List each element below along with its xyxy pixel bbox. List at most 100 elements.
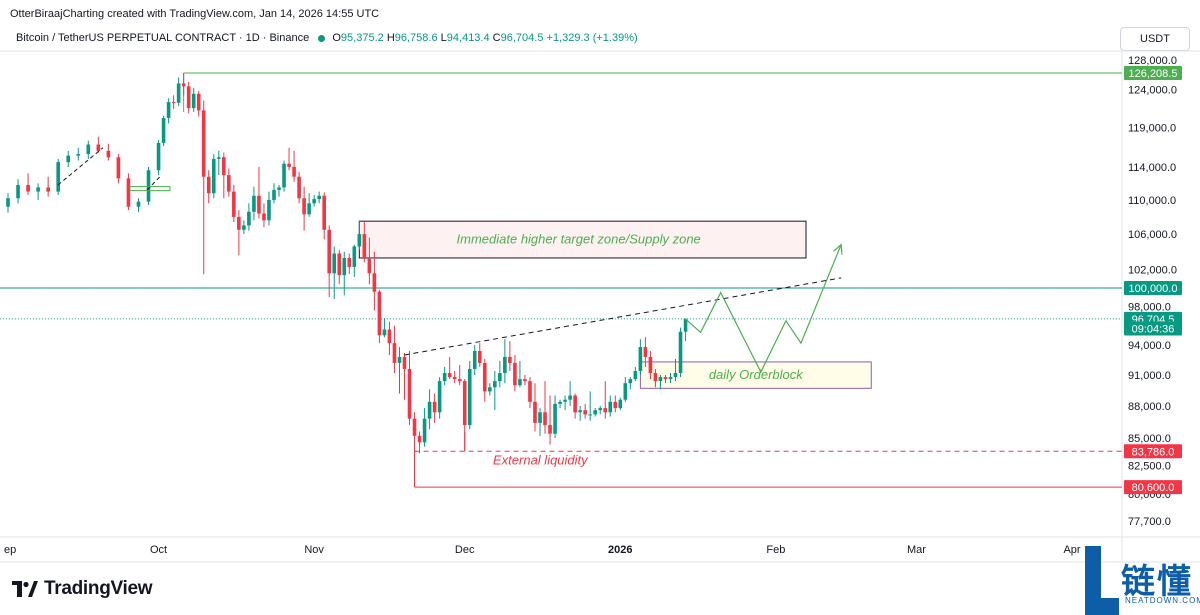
candle [608, 396, 612, 417]
candle-body [598, 408, 602, 410]
candle-body [418, 436, 422, 443]
y-tick-label: 106,000.0 [1128, 229, 1177, 241]
candle [267, 192, 271, 226]
candle-body [483, 363, 487, 391]
candle [262, 203, 266, 227]
candle [458, 365, 462, 385]
candle [568, 381, 572, 406]
candle-body [649, 357, 653, 373]
candle-body [192, 94, 196, 108]
candle-body [438, 381, 442, 412]
y-tick-label: 91,000.0 [1128, 370, 1171, 382]
candle-body [453, 377, 457, 379]
candle [242, 220, 246, 234]
candle [438, 377, 442, 419]
candle-body [312, 199, 316, 203]
candle-body [322, 196, 326, 230]
candle [222, 152, 226, 198]
small-trendline [58, 148, 103, 185]
candle-body [613, 402, 617, 408]
candle-body [618, 400, 622, 408]
candle-body [383, 330, 387, 336]
price-badge-label: 83,786.0 [1132, 446, 1175, 458]
candle-body [307, 203, 311, 214]
candle-body [202, 110, 206, 176]
x-tick-label: Feb [766, 544, 785, 556]
candle-body [267, 200, 271, 220]
candle-body [342, 258, 346, 275]
candle [97, 137, 101, 153]
candle [327, 225, 331, 297]
candle-body [182, 83, 186, 86]
y-tick-label: 124,000.0 [1128, 84, 1177, 96]
candle-body [217, 157, 221, 159]
ascending-trendline [404, 278, 841, 355]
candle-body [162, 118, 166, 143]
candle [463, 379, 467, 451]
candle [127, 173, 131, 210]
candle [433, 393, 437, 422]
candle-body [76, 154, 80, 156]
candle [202, 101, 206, 275]
candle-body [528, 381, 532, 402]
candle [307, 193, 311, 217]
candle [287, 148, 291, 170]
candle [147, 167, 151, 205]
watermark-en: NEATDOWN.COM [1125, 596, 1200, 605]
candle [533, 383, 537, 431]
zone-label: daily Orderblock [709, 367, 804, 382]
candle-body [252, 196, 256, 212]
candle-body [373, 273, 377, 291]
candle-body [548, 425, 552, 434]
candle [508, 341, 512, 371]
candle-body [408, 369, 412, 419]
candle-body [56, 162, 60, 191]
candle [56, 159, 60, 195]
candle [197, 91, 201, 117]
candle-body [523, 379, 527, 381]
candle-body [664, 377, 668, 379]
price-badge-label: 126,208.5 [1129, 68, 1178, 80]
candle [292, 151, 296, 182]
candle [252, 187, 256, 221]
candle [302, 187, 306, 231]
candle-body [127, 178, 131, 206]
candle-body [578, 410, 582, 412]
candle [553, 396, 557, 438]
price-badge-label: 100,000.0 [1129, 283, 1178, 295]
candle [558, 400, 562, 408]
y-tick-label: 110,000.0 [1128, 195, 1176, 207]
candle [257, 167, 261, 219]
candle-body [6, 198, 10, 206]
y-tick-label: 82,500.0 [1128, 461, 1171, 473]
candle [347, 254, 351, 275]
candle [503, 339, 507, 383]
candle [227, 169, 231, 197]
site-watermark: 链懂 NEATDOWN.COM [1085, 546, 1200, 615]
candle [212, 154, 216, 198]
candle [117, 154, 121, 183]
x-tick-label: Dec [455, 544, 475, 556]
candle [383, 318, 387, 337]
candle-body [237, 217, 241, 230]
candle-body [558, 402, 562, 404]
candle [86, 141, 90, 159]
candle-body [97, 145, 101, 151]
candle [523, 375, 527, 385]
candle-body [493, 381, 497, 387]
candle-body [197, 94, 201, 111]
candle [378, 290, 382, 343]
candle-body [498, 373, 502, 381]
candle [393, 326, 397, 373]
candle [538, 408, 542, 436]
candle [573, 393, 577, 418]
candle [162, 116, 166, 146]
candle [498, 361, 502, 387]
candle-body [398, 357, 402, 363]
y-tick-label: 128,000.0 [1128, 55, 1177, 67]
candle [483, 359, 487, 402]
candle-body [654, 373, 658, 381]
candle [272, 183, 276, 203]
candle-body [257, 196, 261, 214]
